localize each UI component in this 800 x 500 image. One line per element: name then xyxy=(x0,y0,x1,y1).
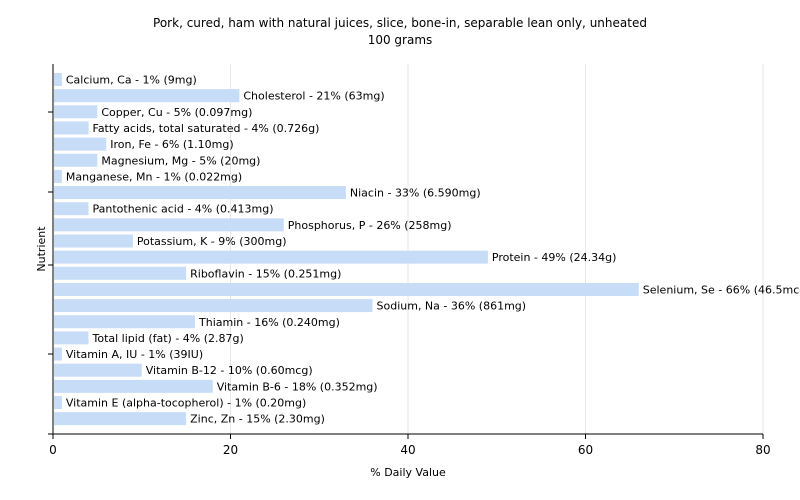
bar xyxy=(54,331,89,345)
bar xyxy=(54,153,98,167)
bar xyxy=(54,363,142,377)
bar-label: Vitamin B-6 - 18% (0.352mg) xyxy=(217,380,378,393)
bar xyxy=(54,234,133,248)
bar xyxy=(54,266,187,280)
x-tick-label: 0 xyxy=(49,443,57,457)
bar xyxy=(54,396,62,409)
bar xyxy=(54,299,373,313)
bar-label: Riboflavin - 15% (0.251mg) xyxy=(190,267,341,280)
bar-label: Zinc, Zn - 15% (2.30mg) xyxy=(190,413,325,426)
x-axis-label: % Daily Value xyxy=(370,466,446,479)
bar xyxy=(54,250,488,264)
bar-label: Iron, Fe - 6% (1.10mg) xyxy=(110,138,233,151)
bar-label: Fatty acids, total saturated - 4% (0.726… xyxy=(93,122,320,135)
bar-label: Magnesium, Mg - 5% (20mg) xyxy=(101,154,260,167)
bar xyxy=(54,412,187,426)
y-ticks xyxy=(48,111,53,435)
bar xyxy=(54,137,107,151)
x-tick-label: 80 xyxy=(755,443,770,457)
bar xyxy=(54,186,346,200)
bar-label: Vitamin A, IU - 1% (39IU) xyxy=(66,348,203,361)
bar-label: Vitamin B-12 - 10% (0.60mcg) xyxy=(146,364,313,377)
bar-label: Phosphorus, P - 26% (258mg) xyxy=(288,219,452,232)
bar-label: Calcium, Ca - 1% (9mg) xyxy=(66,74,197,87)
x-ticks: 0 20 40 60 80 xyxy=(49,434,771,457)
bar-label: Thiamin - 16% (0.240mg) xyxy=(198,316,340,329)
bar-label: Selenium, Se - 66% (46.5mcg) xyxy=(643,283,800,296)
bar-label: Pantothenic acid - 4% (0.413mg) xyxy=(93,203,274,216)
grid-lines xyxy=(230,64,764,434)
y-axis-label: Nutrient xyxy=(35,226,48,272)
x-tick-label: 20 xyxy=(223,443,238,457)
bar-label: Total lipid (fat) - 4% (2.87g) xyxy=(92,332,244,345)
bar-label: Manganese, Mn - 1% (0.022mg) xyxy=(66,170,242,183)
bar-label: Protein - 49% (24.34g) xyxy=(492,251,617,264)
chart-subtitle: 100 grams xyxy=(368,33,433,47)
bar-label: Potassium, K - 9% (300mg) xyxy=(137,235,287,248)
bar-label: Copper, Cu - 5% (0.097mg) xyxy=(101,106,252,119)
bar-label: Cholesterol - 21% (63mg) xyxy=(243,90,384,103)
bar xyxy=(54,121,89,135)
bar-label: Niacin - 33% (6.590mg) xyxy=(350,187,481,200)
bars xyxy=(54,73,639,426)
bar xyxy=(54,347,62,361)
bar xyxy=(54,105,98,119)
bar xyxy=(54,89,240,103)
bar xyxy=(54,73,62,86)
x-tick-label: 40 xyxy=(400,443,415,457)
bar xyxy=(54,379,213,393)
bar-labels: Calcium, Ca - 1% (9mg) Cholesterol - 21% … xyxy=(66,74,800,426)
chart-title: Pork, cured, ham with natural juices, sl… xyxy=(153,16,647,30)
bar-label: Vitamin E (alpha-tocopherol) - 1% (0.20m… xyxy=(66,397,306,410)
bar xyxy=(54,169,62,183)
bar xyxy=(54,315,195,329)
bar xyxy=(54,218,284,232)
bar xyxy=(54,282,639,296)
bar xyxy=(54,202,89,216)
x-tick-label: 60 xyxy=(578,443,593,457)
bar-label: Sodium, Na - 36% (861mg) xyxy=(377,300,527,313)
